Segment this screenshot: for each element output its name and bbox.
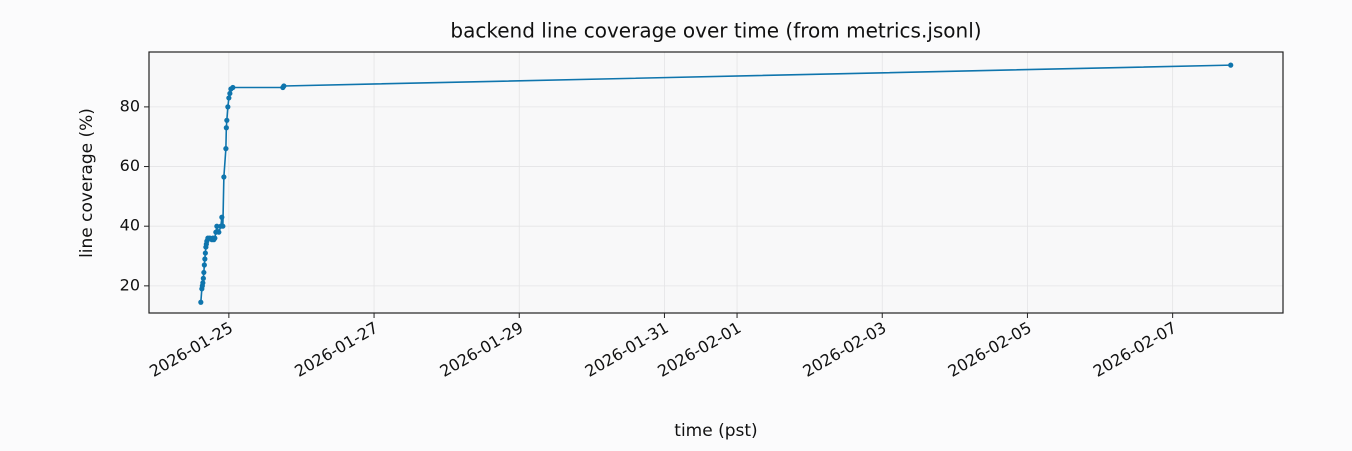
data-point [198,299,204,305]
x-tick-label: 2026-01-25 [146,318,236,381]
data-point [212,235,218,241]
x-tick-label: 2026-01-29 [436,318,526,381]
data-point [226,95,232,101]
data-point [219,214,225,220]
data-point [214,223,220,229]
data-point [223,125,229,131]
data-point [224,117,230,123]
data-point [201,262,207,268]
data-point [201,269,207,276]
data-point [221,174,227,180]
x-tick-label: 2026-01-27 [291,318,381,381]
data-point [216,229,222,235]
y-tick-label: 80 [120,96,140,115]
data-point [223,146,229,152]
plot-frame [148,51,1284,314]
x-tick-label: 2026-02-07 [1090,318,1180,381]
y-tick-label: 20 [120,275,140,294]
y-tick-label: 60 [120,156,140,175]
data-point [281,83,287,89]
x-tick-label: 2026-02-01 [654,318,744,381]
x-axis-label: time (pst) [674,421,757,441]
data-point [202,256,208,262]
x-tick-label: 2026-02-03 [799,318,889,381]
data-point [200,280,206,286]
data-point [227,90,233,97]
data-point [200,275,206,281]
data-point [230,84,236,91]
data-point [220,223,226,229]
plot-area [149,52,1283,313]
chart-title: backend line coverage over time (from me… [450,19,981,43]
x-tick-label: 2026-02-05 [945,318,1035,381]
y-tick-label: 40 [120,216,140,235]
data-point [202,250,208,256]
data-point [1228,62,1234,68]
data-point [225,104,231,110]
y-axis-label: line coverage (%) [77,108,97,258]
